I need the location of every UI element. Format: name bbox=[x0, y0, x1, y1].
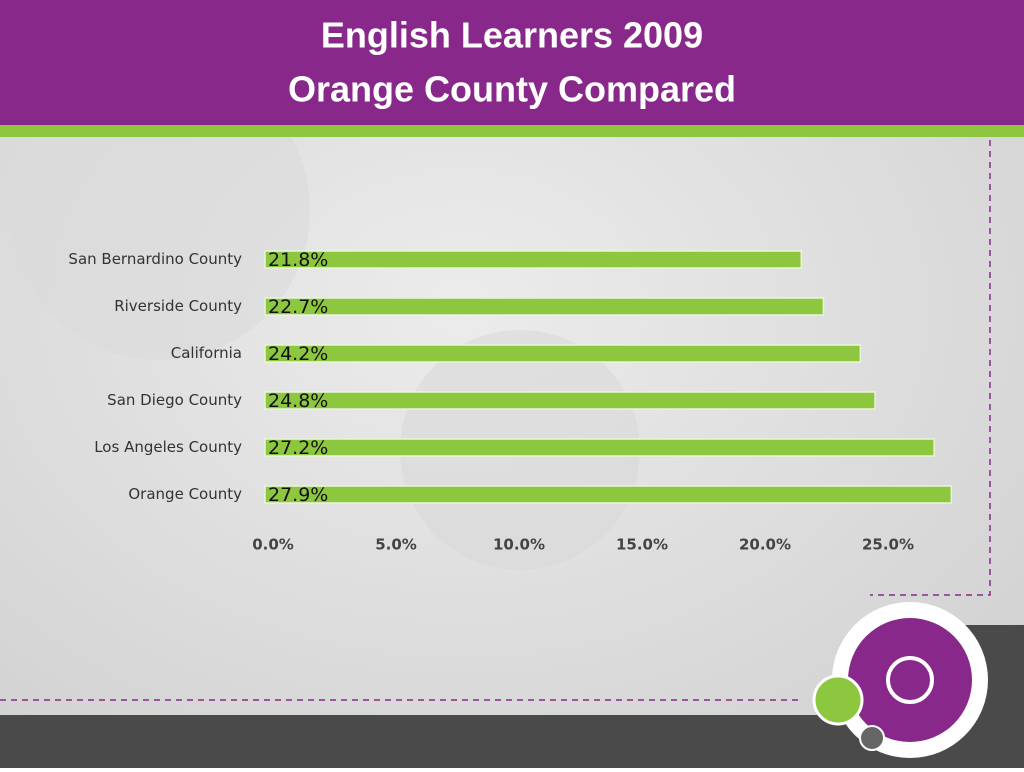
bar bbox=[264, 485, 953, 504]
header-stripe bbox=[0, 125, 1024, 137]
y-tick-label: Riverside County bbox=[114, 297, 242, 315]
x-tick-label: 5.0% bbox=[375, 536, 417, 554]
bar bbox=[264, 344, 862, 363]
bar bbox=[264, 250, 803, 269]
dashed-border bbox=[0, 140, 991, 701]
bar bbox=[264, 391, 876, 410]
chart-title: Orange County Compared bbox=[288, 69, 736, 110]
x-tick-label: 10.0% bbox=[493, 536, 545, 554]
y-tick-label: Los Angeles County bbox=[94, 438, 242, 456]
y-tick-label: San Bernardino County bbox=[68, 250, 242, 268]
bar bbox=[264, 297, 825, 316]
value-label: 24.2% bbox=[268, 343, 328, 365]
bar bbox=[264, 438, 935, 457]
logo-gear bbox=[848, 618, 972, 742]
value-label: 22.7% bbox=[268, 296, 328, 318]
y-tick-label: Orange County bbox=[128, 485, 242, 503]
y-tick-label: San Diego County bbox=[107, 391, 242, 409]
header-band bbox=[0, 0, 1024, 125]
value-label: 27.2% bbox=[268, 437, 328, 459]
x-tick-label: 15.0% bbox=[616, 536, 668, 554]
x-tick-label: 0.0% bbox=[252, 536, 294, 554]
x-tick-label: 25.0% bbox=[862, 536, 914, 554]
value-label: 27.9% bbox=[268, 484, 328, 506]
logo-small-gear bbox=[812, 674, 864, 726]
logo-arrow bbox=[886, 656, 934, 704]
chart-title: English Learners 2009 bbox=[321, 15, 703, 56]
logo-tiny-gear bbox=[859, 725, 885, 751]
value-label: 21.8% bbox=[268, 249, 328, 271]
x-tick-label: 20.0% bbox=[739, 536, 791, 554]
y-tick-label: California bbox=[171, 344, 242, 362]
value-label: 24.8% bbox=[268, 390, 328, 412]
